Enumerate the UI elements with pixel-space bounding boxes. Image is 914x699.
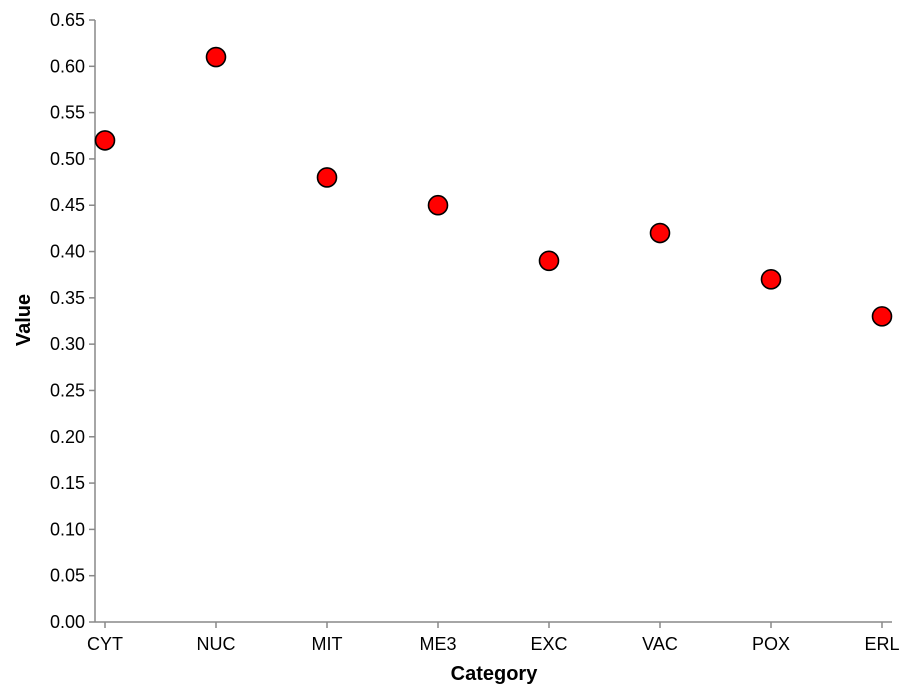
y-tick-label: 0.00	[50, 612, 85, 632]
y-axis-title: Value	[13, 294, 35, 346]
y-tick-label: 0.20	[50, 427, 85, 447]
y-tick-label: 0.35	[50, 288, 85, 308]
x-tick-label: EXC	[530, 634, 567, 654]
x-axis: CYT NUC MIT ME3 EXC VAC POX ERL	[87, 621, 900, 654]
y-tick-label: 0.60	[50, 56, 85, 76]
data-point	[316, 167, 338, 188]
x-tick-label: POX	[752, 634, 790, 654]
y-tick-label: 0.30	[50, 334, 85, 354]
y-tick-label: 0.05	[50, 566, 85, 586]
y-axis: 0.00 0.05 0.10 0.15 0.20 0.25 0.30 0.35 0.40 0.45…	[50, 10, 96, 632]
y-tick-label: 0.25	[50, 380, 85, 400]
data-point	[205, 46, 227, 68]
y-tick-label: 0.50	[50, 149, 85, 169]
x-axis-title: Category	[451, 663, 539, 685]
data-point	[871, 306, 893, 327]
y-tick-label: 0.45	[50, 195, 85, 215]
x-tick-label: NUC	[197, 634, 236, 654]
data-point	[649, 222, 671, 244]
x-tick-label: CYT	[87, 634, 123, 654]
y-tick-label: 0.15	[50, 473, 85, 493]
data-point	[427, 194, 449, 216]
x-tick-label: MIT	[312, 634, 343, 654]
y-tick-label: 0.65	[50, 10, 85, 30]
x-tick-label: ME3	[419, 634, 456, 654]
data-point	[94, 130, 116, 151]
x-tick-label: VAC	[642, 634, 678, 654]
data-points	[94, 46, 893, 327]
data-point	[760, 269, 782, 290]
x-tick-label: ERL	[864, 634, 899, 654]
data-point	[538, 250, 560, 272]
y-tick-label: 0.40	[50, 242, 85, 262]
y-tick-label: 0.10	[50, 519, 85, 539]
y-tick-label: 0.55	[50, 103, 85, 123]
